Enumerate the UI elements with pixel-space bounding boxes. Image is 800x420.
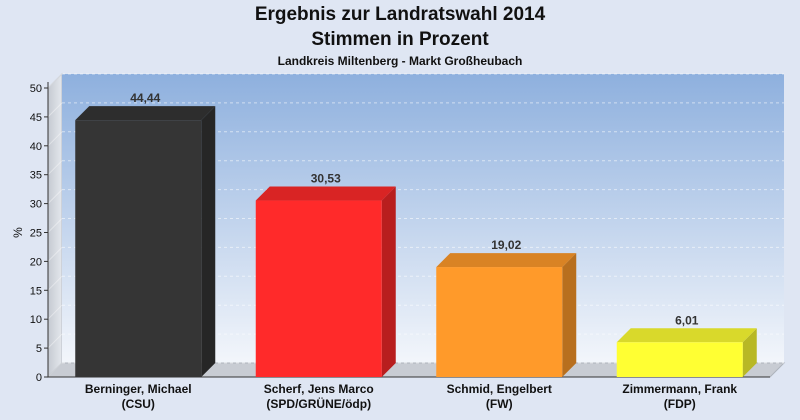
bar-side <box>201 106 216 377</box>
y-tick-label: 45 <box>30 112 42 124</box>
bar-value-label: 30,53 <box>311 172 341 186</box>
x-category-label: Schmid, Engelbert <box>447 382 552 396</box>
bar-top <box>75 106 216 121</box>
bar-side <box>381 186 396 377</box>
x-category-label: Zimmermann, Frank <box>622 382 737 396</box>
x-category-label: (CSU) <box>122 397 155 411</box>
bar <box>436 267 563 377</box>
bar-value-label: 44,44 <box>130 91 160 105</box>
bar-side <box>562 253 577 377</box>
gridline-side <box>47 333 63 349</box>
y-tick-label: 40 <box>30 141 42 153</box>
bar-value-label: 19,02 <box>491 238 521 252</box>
y-tick-label: 10 <box>30 314 42 326</box>
gridline-side <box>47 247 63 262</box>
gridline-side <box>47 73 63 89</box>
chart-title: Ergebnis zur Landratswahl 2014 <box>254 4 546 25</box>
bar <box>616 342 743 377</box>
bar-side <box>742 328 757 377</box>
y-tick-label: 20 <box>30 256 42 268</box>
y-tick-label: 15 <box>30 285 42 297</box>
gridline-side <box>47 102 63 118</box>
y-axis-label: % <box>11 227 25 238</box>
x-category-label: (FDP) <box>664 397 696 411</box>
chart-location-subtitle: Landkreis Miltenberg - Markt Großheubach <box>277 54 523 68</box>
y-tick-label: 25 <box>30 228 42 240</box>
x-category-label: (FW) <box>486 397 513 411</box>
y-tick-label: 5 <box>36 343 42 355</box>
bar-value-label: 6,01 <box>675 313 699 327</box>
gridline-side <box>47 362 63 378</box>
chart-subtitle: Stimmen in Prozent <box>311 29 489 50</box>
x-category-label: (SPD/GRÜNE/ödp) <box>266 396 371 411</box>
gridline-side <box>47 160 63 176</box>
bar-top <box>436 253 577 268</box>
gridline-side <box>47 275 63 291</box>
y-tick-label: 50 <box>30 83 42 95</box>
gridline-side <box>47 218 63 233</box>
y-tick-label: 0 <box>36 372 42 384</box>
gridline-side <box>47 131 63 147</box>
gridline-side <box>47 304 63 320</box>
bar <box>255 200 382 377</box>
x-category-label: Scherf, Jens Marco <box>264 382 374 396</box>
bar-top <box>255 186 396 201</box>
bar <box>75 120 202 377</box>
gridline-side <box>47 189 63 204</box>
y-tick-label: 30 <box>30 199 42 211</box>
x-category-label: Berninger, Michael <box>85 382 192 396</box>
bar-top <box>616 328 757 343</box>
y-tick-label: 35 <box>30 170 42 182</box>
